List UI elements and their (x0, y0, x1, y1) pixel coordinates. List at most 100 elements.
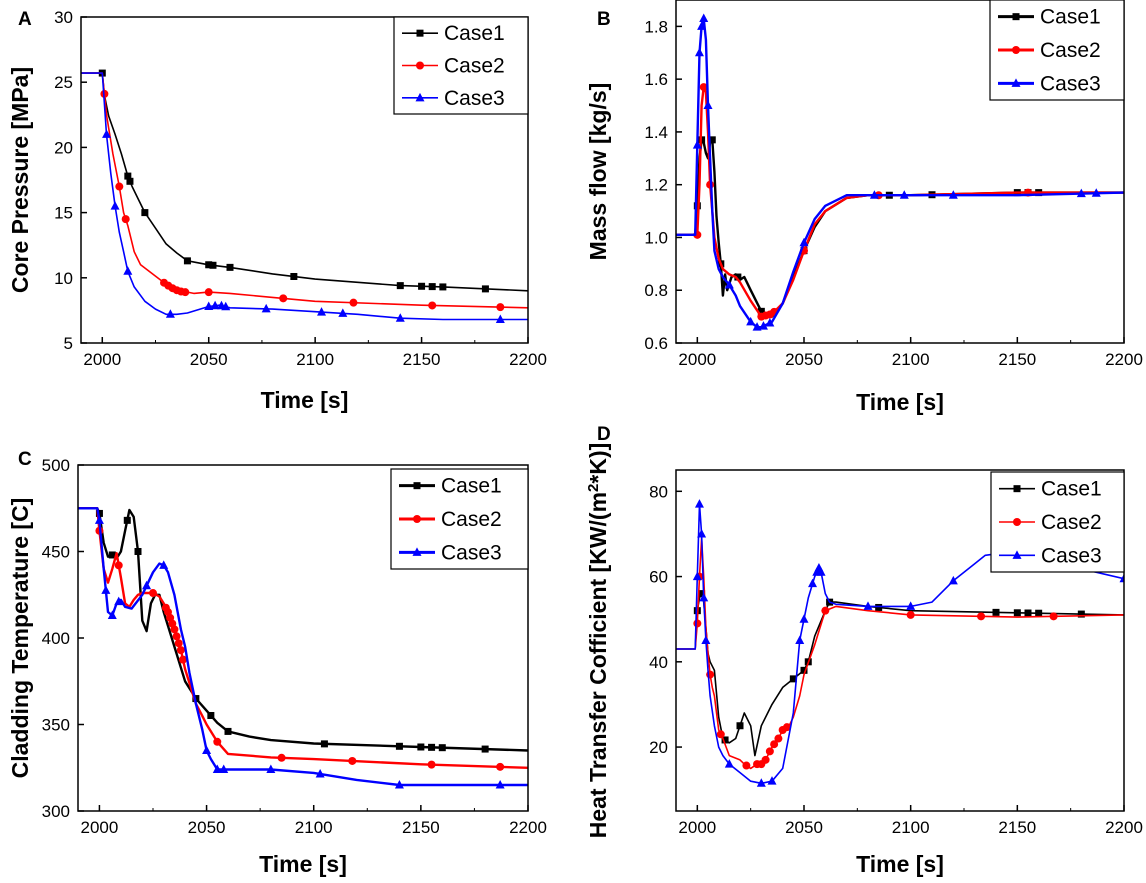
data-point-case2 (176, 646, 185, 655)
x-tick-label: 2150 (998, 350, 1036, 369)
x-axis-title: Time [s] (856, 389, 944, 415)
data-point-case1 (693, 202, 701, 210)
data-point-case1 (708, 136, 716, 144)
legend-marker-case3 (415, 92, 425, 102)
data-point-case2 (716, 730, 725, 739)
data-point-case1 (1013, 609, 1021, 617)
data-point-case3 (202, 745, 212, 754)
data-point-case2 (204, 288, 213, 297)
legend-marker-case1 (1013, 485, 1021, 493)
data-point-case3 (863, 601, 873, 610)
x-tick-label: 2000 (81, 818, 119, 837)
data-point-case3 (495, 314, 505, 324)
y-axis-title: Cladding Temperature [C] (7, 498, 33, 779)
data-point-case3 (210, 300, 220, 310)
data-point-case1 (396, 282, 404, 290)
y-tick-label: 25 (54, 73, 73, 92)
data-point-case1 (183, 257, 191, 265)
x-tick-label: 2150 (402, 818, 440, 837)
data-point-case1 (698, 590, 706, 598)
data-point-case3 (703, 100, 713, 110)
data-point-case3 (219, 764, 229, 773)
y-axis-title: Core Pressure [MPa] (7, 67, 33, 293)
data-point-case3 (315, 768, 325, 778)
data-point-case3 (697, 21, 707, 30)
data-point-case3 (752, 322, 762, 331)
plot-area (78, 507, 528, 789)
data-point-case3 (338, 308, 348, 317)
data-point-case2 (172, 632, 181, 641)
legend-label-case1: Case1 (1040, 6, 1101, 29)
data-point-case2 (496, 303, 505, 312)
data-point-case1 (126, 177, 134, 185)
data-point-case2 (428, 301, 437, 310)
data-point-case3 (699, 592, 709, 602)
plot-area (676, 499, 1124, 787)
panel-letter: B (597, 9, 611, 30)
data-point-case1 (417, 743, 425, 751)
x-tick-label: 2100 (296, 350, 334, 369)
data-point-case2 (977, 612, 986, 621)
x-tick-label: 2050 (190, 350, 228, 369)
data-point-case3 (799, 237, 809, 247)
data-point-case2 (115, 182, 124, 191)
legend-marker-case2 (1013, 518, 1021, 526)
data-point-case3 (692, 140, 702, 149)
data-point-case3 (765, 317, 775, 327)
y-tick-label: 500 (42, 456, 70, 475)
panel-d: D 2000 2050 2100 2150 2200 20 40 60 80 Time [s] Hea… (585, 424, 1143, 877)
x-tick-label: 2000 (678, 818, 716, 837)
data-point-case3 (1119, 573, 1124, 583)
y-tick-label: 1.6 (644, 70, 668, 89)
x-tick-label: 2000 (83, 350, 121, 369)
y-tick-label: 350 (42, 716, 70, 735)
data-point-case1 (428, 743, 436, 751)
data-point-case1 (108, 551, 116, 559)
data-point-case3 (495, 780, 505, 789)
data-point-case3 (165, 309, 175, 318)
data-point-case3 (724, 279, 734, 289)
data-point-case3 (758, 321, 768, 330)
data-point-case1 (209, 261, 217, 269)
data-point-case2 (277, 753, 286, 762)
x-tick-label: 2100 (892, 350, 930, 369)
y-tick-label: 450 (42, 543, 70, 562)
data-point-case2 (742, 761, 751, 770)
data-point-case2 (770, 740, 779, 749)
data-point-case3 (694, 47, 704, 57)
x-tick-label: 2050 (188, 818, 226, 837)
data-point-case1 (95, 509, 103, 517)
x-axis-title: Time [s] (856, 851, 944, 877)
data-point-case3 (123, 266, 133, 275)
data-point-case3 (204, 301, 214, 310)
data-point-case3 (697, 528, 707, 538)
y-tick-label: 1.8 (644, 17, 668, 36)
data-point-case1 (1035, 609, 1043, 617)
legend-marker-case3 (1012, 550, 1022, 559)
data-point-case2 (693, 619, 702, 628)
y-tick-label: 30 (54, 8, 73, 27)
data-point-case2 (496, 762, 505, 771)
legend-marker-case1 (1012, 13, 1020, 21)
data-point-case1 (205, 261, 213, 269)
data-point-case3 (694, 499, 704, 508)
plot-area (676, 13, 1124, 331)
panel-a: A 2000 2050 2100 2150 2200 5 10 15 20 25 30 Time [s]… (7, 8, 547, 413)
panel-b: B 2000 2050 2100 2150 2200 0.6 0.8 1.0 1.2 1.4 1.6 1… (585, 0, 1143, 415)
data-point-case3 (212, 764, 222, 773)
legend-label-case3: Case3 (444, 87, 505, 110)
data-point-case1 (418, 282, 426, 290)
y-axis-title: Mass flow [kg/s] (585, 83, 611, 261)
data-point-case3 (159, 560, 169, 569)
y-tick-label: 0.6 (644, 334, 668, 353)
data-point-case1 (789, 675, 797, 683)
legend: Case1 Case2 Case3 (990, 471, 1125, 573)
data-point-case2 (114, 561, 123, 570)
y-tick-label: 0.8 (644, 281, 668, 300)
data-point-case2 (761, 755, 770, 764)
x-tick-label: 2050 (785, 350, 823, 369)
axes-frame (675, 0, 1125, 344)
data-point-case1 (800, 666, 808, 674)
data-point-case3 (906, 601, 916, 610)
data-point-case2 (1049, 612, 1058, 621)
